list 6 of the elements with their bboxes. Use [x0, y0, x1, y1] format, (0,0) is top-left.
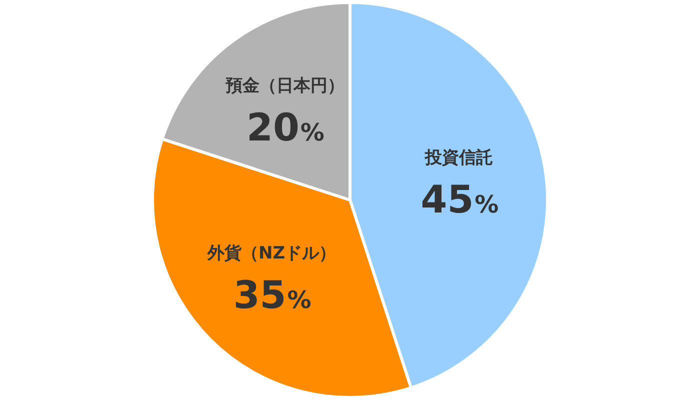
slice-label: 投資信託	[424, 148, 494, 168]
data-label: 35%	[233, 273, 312, 318]
data-label: 45%	[420, 178, 499, 222]
slice-label: 預金（日本円）	[224, 76, 344, 96]
data-label: 20%	[246, 106, 324, 150]
slice-label: 外貨（NZドル）	[206, 244, 336, 264]
